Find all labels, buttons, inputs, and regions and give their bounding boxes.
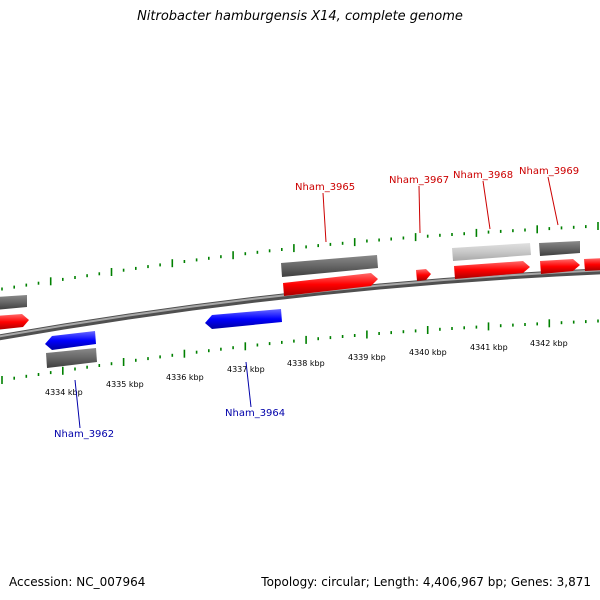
leader-line	[482, 180, 491, 230]
gene-label-nham-3969[interactable]: Nham_3969	[519, 166, 579, 177]
gray-feature[interactable]	[539, 241, 580, 256]
gray-feature[interactable]	[281, 255, 378, 277]
genome-backbone-highlight	[0, 269, 600, 338]
light-gray-feature[interactable]	[452, 243, 531, 261]
outer-tick-track	[1, 222, 599, 291]
genes-value: 3,871	[556, 575, 591, 589]
gene-label-nham-3965[interactable]: Nham_3965	[295, 182, 355, 193]
leader-line	[418, 185, 421, 234]
leader-line	[547, 176, 559, 226]
scale-label-4334: 4334 kbp	[45, 388, 83, 397]
scale-label-4336: 4336 kbp	[166, 373, 204, 382]
gene-label-nham-3962[interactable]: Nham_3962	[54, 429, 114, 440]
scale-label-4340: 4340 kbp	[409, 348, 447, 357]
genome-title: Nitrobacter hamburgensis X14, complete g…	[137, 9, 463, 24]
forward-gene-nham-3969[interactable]	[540, 259, 580, 274]
accession-value: NC_007964	[76, 575, 146, 589]
leader-line	[74, 379, 81, 429]
genes-label: Genes:	[510, 575, 553, 589]
leader-line	[245, 361, 252, 408]
topology-value: circular;	[321, 575, 370, 589]
forward-gene[interactable]	[584, 258, 600, 271]
scale-label-4338: 4338 kbp	[287, 359, 325, 368]
reverse-gene-nham-3964[interactable]	[205, 309, 282, 329]
scale-label-4341: 4341 kbp	[470, 343, 508, 352]
scale-label-4335: 4335 kbp	[106, 380, 144, 389]
length-value: 4,406,967 bp;	[422, 575, 508, 589]
scale-label-4337: 4337 kbp	[227, 365, 265, 374]
genome-backbone	[0, 268, 600, 341]
gray-feature[interactable]	[0, 295, 27, 310]
forward-gene-nham-3967[interactable]	[416, 269, 431, 281]
reverse-gene-nham-3962[interactable]	[45, 331, 96, 350]
scale-label-4342: 4342 kbp	[530, 339, 568, 348]
accession-info: Accession: NC_007964	[9, 575, 145, 589]
gene-label-nham-3964[interactable]: Nham_3964	[225, 408, 285, 419]
leader-line	[322, 192, 327, 243]
gene-label-nham-3968[interactable]: Nham_3968	[453, 170, 513, 181]
genome-stats: Topology: circular; Length: 4,406,967 bp…	[261, 575, 591, 589]
gray-feature[interactable]	[46, 348, 97, 368]
forward-gene-nham-3968[interactable]	[454, 261, 530, 279]
accession-label: Accession:	[9, 575, 73, 589]
scale-label-4339: 4339 kbp	[348, 353, 386, 362]
inner-tick-track	[1, 319, 599, 384]
length-label: Length:	[373, 575, 420, 589]
forward-gene[interactable]	[0, 314, 29, 330]
gene-label-nham-3967[interactable]: Nham_3967	[389, 175, 449, 186]
topology-label: Topology:	[261, 575, 318, 589]
forward-gene-nham-3965[interactable]	[283, 273, 378, 296]
